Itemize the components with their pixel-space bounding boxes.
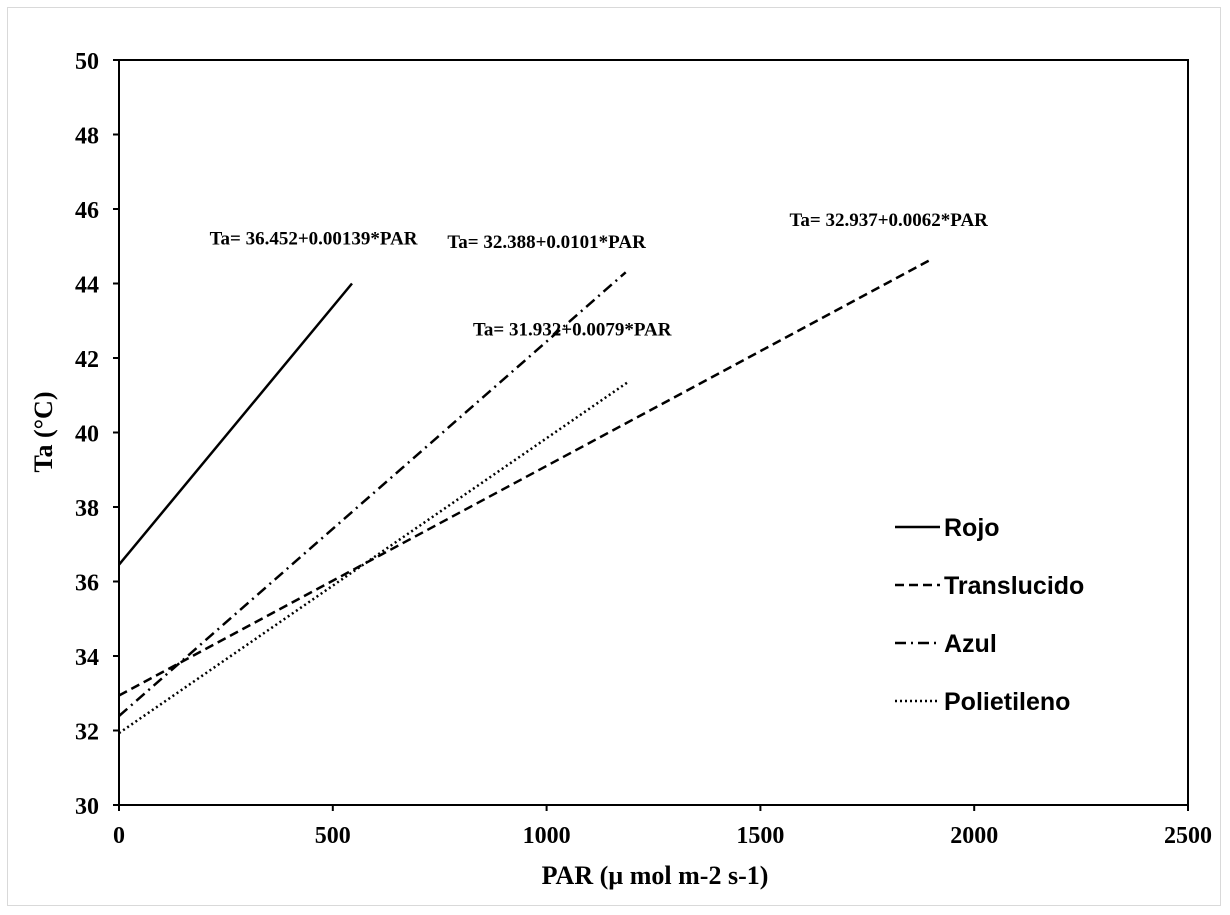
equation-annotation: Ta= 32.388+0.0101*PAR	[447, 232, 646, 253]
legend-label: Azul	[944, 630, 997, 658]
x-tick-label: 2500	[1164, 823, 1212, 849]
x-axis-ticks: 0 500 1000 1500 2000 2500	[113, 805, 1212, 849]
y-tick-label: 46	[75, 198, 99, 224]
y-tick-label: 38	[75, 496, 99, 522]
y-axis-title: Ta (°C)	[29, 392, 58, 473]
legend-label: Translucido	[944, 572, 1084, 600]
y-tick-label: 48	[75, 124, 99, 150]
series-lines	[118, 258, 932, 735]
legend-label: Rojo	[944, 514, 1000, 542]
annotations: Ta= 36.452+0.00139*PAR Ta= 32.388+0.0101*…	[210, 210, 989, 341]
x-tick-label: 1500	[736, 823, 784, 849]
y-tick-label: 36	[75, 571, 99, 597]
legend-label: Polietileno	[944, 688, 1070, 716]
equation-annotation: Ta= 31.932+0.0079*PAR	[473, 320, 672, 341]
y-tick-label: 32	[75, 720, 99, 746]
x-tick-label: 0	[113, 823, 125, 849]
x-tick-label: 500	[315, 823, 351, 849]
series-line-azul	[118, 271, 627, 717]
legend: Rojo Translucido Azul Polietileno	[895, 514, 1084, 716]
x-tick-label: 1000	[523, 823, 571, 849]
y-tick-label: 40	[75, 422, 99, 448]
y-tick-label: 42	[75, 347, 99, 373]
y-tick-label: 50	[75, 49, 99, 75]
equation-annotation: Ta= 36.452+0.00139*PAR	[210, 228, 418, 249]
y-tick-label: 34	[75, 645, 99, 671]
series-line-polietileno	[118, 381, 629, 735]
y-axis-ticks: 30 32 34 36 38 40 42 44 46 48 50	[75, 49, 119, 820]
equation-annotation: Ta= 32.937+0.0062*PAR	[789, 210, 988, 231]
series-line-rojo	[118, 282, 353, 566]
x-axis-title: PAR (µ mol m-2 s-1)	[542, 861, 769, 890]
y-tick-label: 30	[75, 794, 99, 820]
y-tick-label: 44	[75, 273, 99, 299]
x-tick-label: 2000	[950, 823, 998, 849]
